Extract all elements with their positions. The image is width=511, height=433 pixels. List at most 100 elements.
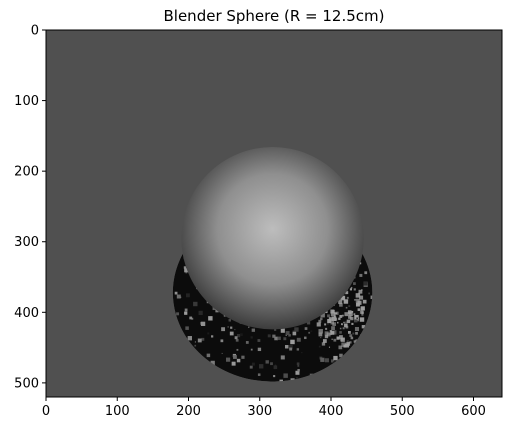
noise-speckle	[361, 313, 364, 316]
y-tick-label: 0	[31, 24, 39, 39]
noise-speckle	[279, 379, 283, 382]
noise-speckle	[329, 332, 332, 336]
noise-speckle	[353, 288, 356, 291]
noise-speckle	[324, 323, 327, 326]
noise-speckle	[338, 300, 343, 305]
x-tick-label: 500	[390, 404, 415, 419]
noise-speckle	[349, 341, 352, 344]
noise-speckle	[334, 312, 337, 315]
noise-speckle	[224, 318, 226, 320]
noise-speckle	[234, 329, 236, 331]
noise-speckle	[361, 289, 363, 291]
chart-title: Blender Sphere (R = 12.5cm)	[164, 7, 385, 25]
noise-speckle	[198, 310, 203, 316]
noise-speckle	[346, 296, 349, 299]
x-tick-label: 300	[247, 404, 272, 419]
x-tick-label: 600	[461, 404, 486, 419]
noise-speckle	[321, 342, 326, 346]
noise-speckle	[185, 293, 190, 298]
noise-speckle	[350, 336, 354, 340]
noise-speckle	[318, 332, 323, 337]
noise-speckle	[327, 319, 332, 324]
y-tick-label: 100	[14, 94, 39, 109]
noise-speckle	[215, 309, 219, 313]
y-tick-label: 400	[14, 306, 39, 321]
noise-speckle	[326, 322, 329, 325]
noise-speckle	[274, 364, 277, 367]
noise-speckle	[345, 325, 349, 329]
image-area	[46, 30, 502, 397]
noise-speckle	[265, 360, 269, 364]
noise-speckle	[296, 362, 300, 366]
noise-speckle	[353, 340, 356, 343]
y-axis: 0 100 200 300 400 500	[14, 24, 46, 391]
noise-speckle	[349, 288, 353, 291]
noise-speckle	[296, 337, 301, 342]
noise-speckle	[339, 353, 343, 358]
noise-speckle	[289, 347, 293, 351]
noise-speckle	[176, 312, 180, 316]
noise-speckle	[354, 299, 356, 301]
noise-speckle	[221, 352, 223, 354]
noise-speckle	[347, 310, 352, 314]
noise-speckle	[329, 330, 333, 333]
noise-speckle	[353, 313, 356, 316]
noise-speckle	[351, 310, 354, 313]
noise-speckle	[285, 334, 287, 336]
noise-speckle	[336, 336, 340, 340]
noise-speckle	[331, 338, 333, 340]
noise-speckle	[353, 282, 356, 285]
noise-speckle	[183, 266, 187, 269]
noise-speckle	[346, 319, 351, 324]
noise-speckle	[330, 309, 335, 314]
noise-speckle	[330, 331, 335, 335]
noise-speckle	[294, 327, 299, 332]
noise-speckle	[304, 336, 307, 340]
noise-speckle	[320, 317, 323, 321]
noise-speckle	[324, 334, 329, 339]
noise-speckle	[248, 326, 250, 328]
noise-speckle	[185, 326, 189, 330]
noise-speckle	[318, 319, 322, 323]
noise-speckle	[328, 346, 331, 348]
noise-speckle	[194, 341, 196, 343]
noise-speckle	[359, 273, 363, 277]
noise-speckle	[353, 318, 358, 323]
noise-speckle	[330, 321, 335, 325]
noise-speckle	[230, 326, 233, 329]
noise-speckle	[250, 336, 253, 339]
noise-speckle	[338, 317, 341, 320]
noise-speckle	[187, 336, 192, 341]
noise-speckle	[326, 332, 331, 337]
noise-speckle	[197, 338, 202, 343]
noise-speckle	[339, 327, 342, 330]
noise-speckle	[320, 313, 325, 318]
sphere-disc	[181, 147, 364, 330]
noise-speckle	[359, 295, 364, 300]
noise-speckle	[348, 305, 351, 308]
noise-speckle	[340, 337, 345, 342]
noise-speckle	[207, 332, 210, 335]
y-tick-label: 200	[14, 165, 39, 180]
noise-speckle	[283, 337, 287, 341]
noise-speckle	[277, 336, 281, 340]
noise-speckle	[297, 369, 300, 372]
noise-speckle	[354, 314, 359, 320]
noise-speckle	[363, 281, 368, 286]
noise-speckle	[234, 336, 238, 340]
noise-speckle	[267, 334, 271, 338]
noise-speckle	[251, 328, 255, 332]
noise-speckle	[273, 375, 276, 378]
noise-speckle	[346, 298, 350, 302]
noise-speckle	[332, 322, 337, 326]
noise-speckle	[341, 342, 346, 347]
noise-speckle	[233, 355, 237, 359]
noise-speckle	[349, 334, 353, 338]
noise-speckle	[251, 362, 255, 366]
noise-speckle	[355, 293, 361, 298]
noise-speckle	[228, 319, 232, 322]
noise-speckle	[332, 316, 337, 322]
noise-speckle	[355, 339, 358, 342]
noise-speckle	[334, 318, 338, 321]
